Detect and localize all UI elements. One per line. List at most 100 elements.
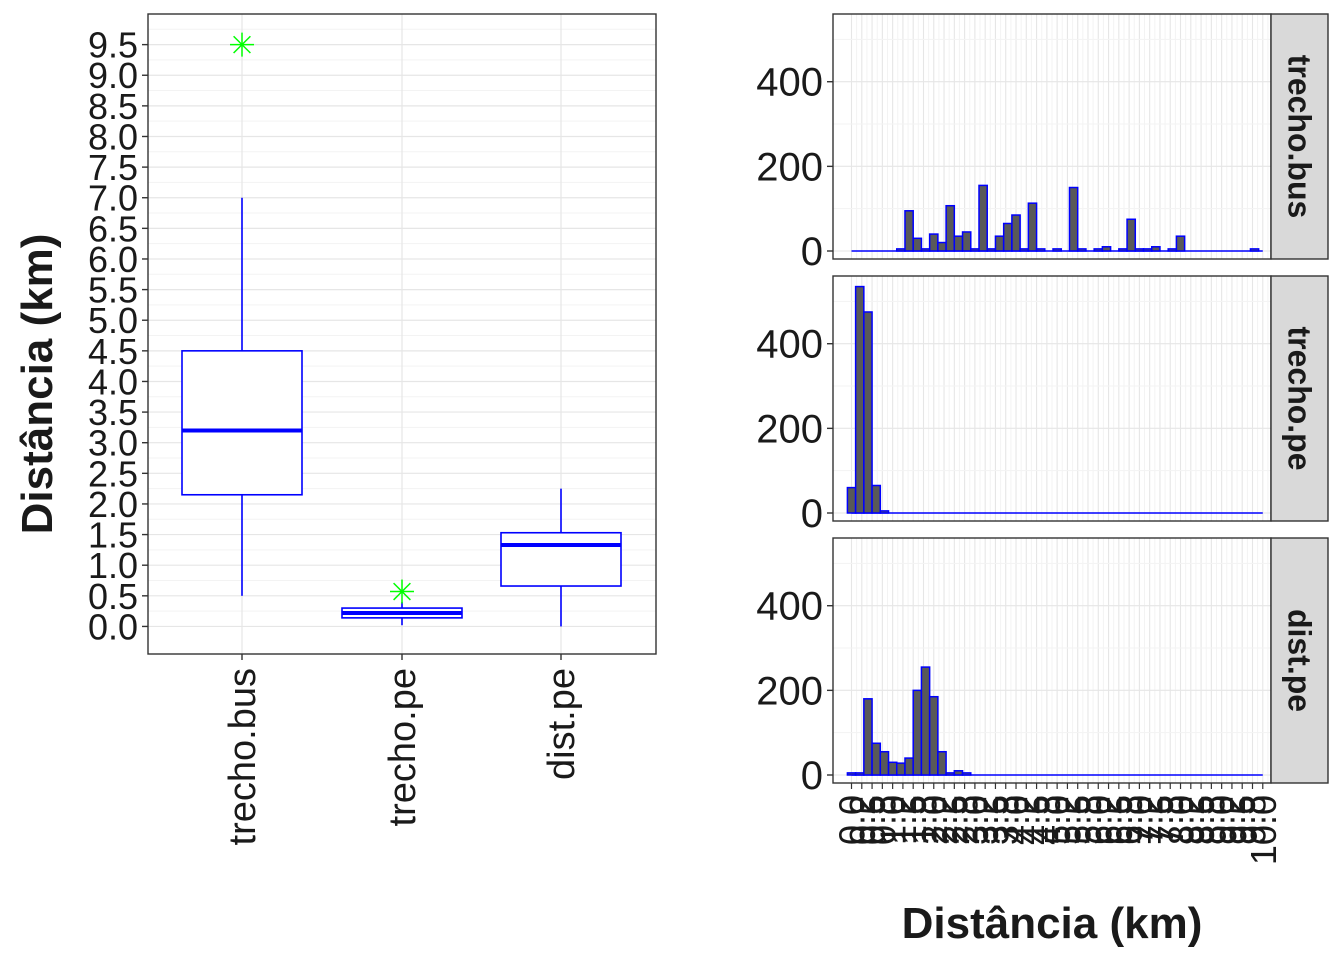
x-tick-label: 1.2 (883, 795, 924, 845)
histogram-bar (887, 761, 898, 776)
y-tick-label: 5.5 (88, 270, 138, 311)
x-tick-label: 5.0 (1037, 795, 1078, 845)
box-trecho.bus (181, 32, 303, 596)
x-tick-label: 2.0 (914, 795, 955, 845)
histogram-bar (945, 772, 956, 776)
x-tick-label: 9.8 (1232, 795, 1273, 845)
histogram-bar (978, 184, 988, 252)
histogram-bar (879, 750, 890, 776)
x-tick-label: 4.2 (1006, 795, 1047, 845)
histogram-bar (1093, 248, 1104, 252)
x-tick-label: 8.5 (1181, 795, 1222, 845)
x-tick-label: 1.5 (893, 795, 934, 845)
histogram-bar (928, 695, 939, 776)
y-tick-label: 400 (756, 323, 823, 367)
x-tick-label: 6.5 (1099, 795, 1140, 845)
x-tick-label: 3.0 (955, 795, 996, 845)
histogram-bar (1019, 248, 1030, 252)
x-tick-label: 5.5 (1058, 795, 1099, 845)
x-tick-label: 0.2 (842, 795, 883, 845)
outlier-stroke (233, 35, 251, 54)
histogram-bar (1175, 235, 1186, 252)
outlier-stroke (393, 582, 411, 601)
histogram-bar (1027, 202, 1038, 252)
y-tick-label: 200 (756, 145, 823, 189)
x-tick-label: dist.pe (541, 668, 583, 780)
x-tick-label: 6.0 (1078, 795, 1119, 845)
outlier-point (230, 32, 254, 57)
x-tick-label: 1.0 (873, 795, 914, 845)
histogram-bar (1035, 248, 1046, 252)
y-tick-label: 1.5 (88, 515, 138, 556)
x-tick-label: 4.0 (996, 795, 1037, 845)
histogram-bar (928, 233, 939, 252)
y-tick-label: 8.0 (88, 116, 138, 157)
histogram-bar (970, 248, 980, 252)
histogram-bar (920, 666, 931, 776)
x-tick-label: trecho.pe (382, 668, 424, 826)
y-tick-label: 6.0 (88, 239, 138, 280)
x-tick-label: 8.2 (1171, 795, 1212, 845)
y-tick-label: 1.0 (88, 545, 138, 586)
x-tick-label: 9.5 (1222, 795, 1263, 845)
y-tick-label: 9.0 (88, 55, 138, 96)
histogram-bar (895, 762, 906, 776)
histogram-bar (1134, 248, 1145, 252)
y-tick-label: 5.0 (88, 300, 138, 341)
histogram-bar (1002, 222, 1013, 252)
histogram-bar (1150, 246, 1161, 252)
histogram-bar (912, 689, 923, 776)
histogram-bar (895, 248, 906, 252)
x-tick-label: trecho.bus (222, 668, 264, 845)
histogram-bar (1126, 218, 1137, 252)
y-tick-label: 400 (756, 585, 823, 629)
facet-strip-label: trecho.bus (1282, 55, 1318, 219)
x-tick-label: 3.8 (986, 795, 1027, 845)
x-tick-label: 0.5 (852, 795, 893, 845)
y-tick-label: 3.5 (88, 392, 138, 433)
histogram-bar (961, 231, 972, 252)
histogram-bar (937, 750, 947, 776)
facet-dist.pe: dist.pe 0 200 400 (756, 537, 1329, 798)
histogram-bar (1118, 248, 1128, 252)
y-tick-label: 0.5 (88, 576, 138, 617)
histogram-bar (945, 204, 956, 252)
histogram-bar (1142, 248, 1153, 252)
histogram-bar (863, 698, 873, 776)
x-tick-label: 7.0 (1119, 795, 1160, 845)
histogram-bar (1011, 214, 1021, 252)
histogram-panel: trecho.bus0200400trecho.pe0200400dist.pe… (756, 13, 1329, 948)
x-tick-label: 7.2 (1130, 795, 1171, 845)
y-axis-title: Distância (km) (13, 234, 62, 535)
y-tick-label: 2.0 (88, 484, 138, 525)
y-tick-label: 6.5 (88, 208, 138, 249)
histogram-bar (1167, 248, 1178, 252)
box-dist.pe (500, 488, 622, 627)
histogram-bar (937, 241, 947, 252)
histogram-bar (1249, 248, 1260, 252)
boxplot-panel: 0.00.51.01.52.02.53.03.54.04.55.05.56.06… (13, 13, 657, 845)
x-tick-label: 9.2 (1212, 795, 1253, 845)
histogram-bar (986, 248, 997, 252)
x-tick-label: 4.8 (1027, 795, 1068, 845)
x-tick-label: 6.8 (1109, 795, 1150, 845)
histogram-bar (1101, 246, 1112, 252)
y-tick-label: 3.0 (88, 423, 138, 464)
histogram-bar (846, 772, 857, 776)
box-trecho.pe (341, 579, 463, 626)
y-tick-label: 0 (801, 492, 823, 536)
histogram-bar (1076, 248, 1087, 252)
x-tick-label: 2.5 (934, 795, 975, 845)
x-tick-label: 10.0 (1243, 795, 1284, 865)
histogram-bar (920, 248, 931, 252)
x-tick-label: 0.0 (832, 795, 873, 845)
x-tick-label: 9.0 (1202, 795, 1243, 845)
x-tick-label: 1.8 (903, 795, 944, 845)
box-rect (500, 531, 622, 587)
y-tick-label: 9.5 (88, 25, 138, 66)
histogram-bar (961, 772, 972, 776)
histogram-bar (1068, 186, 1079, 252)
facet-strip (1270, 13, 1329, 260)
histogram-bar (871, 742, 882, 776)
